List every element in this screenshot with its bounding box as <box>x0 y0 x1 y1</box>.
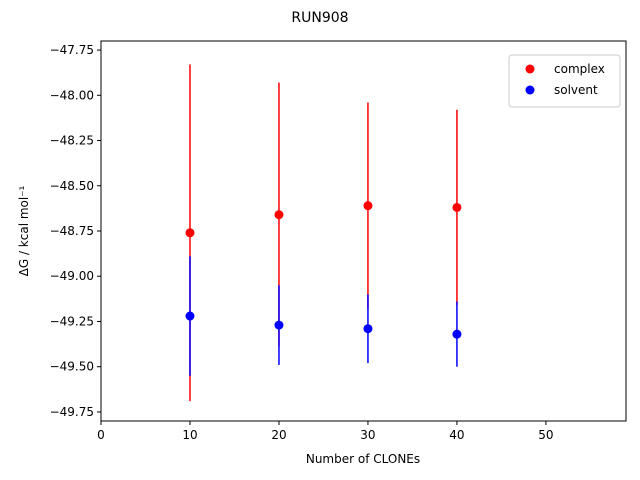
y-tick-label: −49.00 <box>50 269 94 283</box>
y-tick-label: −49.75 <box>50 405 94 419</box>
legend: complex solvent <box>508 54 621 108</box>
x-tick-label: 40 <box>449 428 464 442</box>
complex-legend-label: complex <box>554 62 605 76</box>
complex-point <box>274 210 284 220</box>
y-tick-label: −48.75 <box>50 224 94 238</box>
y-axis-label: ΔG / kcal mol⁻¹ <box>17 185 31 276</box>
solvent-point <box>452 329 462 339</box>
x-tick-label: 10 <box>182 428 197 442</box>
solvent-point <box>363 324 373 334</box>
axes: 0 10 20 30 40 50 −47.75 −48.00 −48.25 −48.50 −48.7… <box>50 43 554 442</box>
plot-area <box>185 64 462 402</box>
y-tick-label: −49.50 <box>50 360 94 374</box>
complex-legend-marker <box>525 64 535 74</box>
y-tick-label: −49.25 <box>50 314 94 328</box>
y-tick-label: −48.00 <box>50 88 94 102</box>
x-tick-label: 20 <box>271 428 286 442</box>
complex-point <box>452 202 462 212</box>
solvent-legend-marker <box>525 85 535 95</box>
complex-point <box>185 228 195 238</box>
x-tick-label: 0 <box>97 428 105 442</box>
legend-box <box>508 54 621 108</box>
solvent-point <box>274 320 284 330</box>
x-axis-label: Number of CLONEs <box>306 452 420 466</box>
chart-title: RUN908 <box>291 10 348 26</box>
complex-point <box>363 201 373 211</box>
solvent-point <box>185 311 195 321</box>
y-tick-label: −48.25 <box>50 134 94 148</box>
solvent-legend-label: solvent <box>554 83 598 97</box>
x-tick-label: 30 <box>360 428 375 442</box>
x-tick-label: 50 <box>538 428 553 442</box>
y-tick-label: −47.75 <box>50 43 94 57</box>
y-tick-label: −48.50 <box>50 179 94 193</box>
